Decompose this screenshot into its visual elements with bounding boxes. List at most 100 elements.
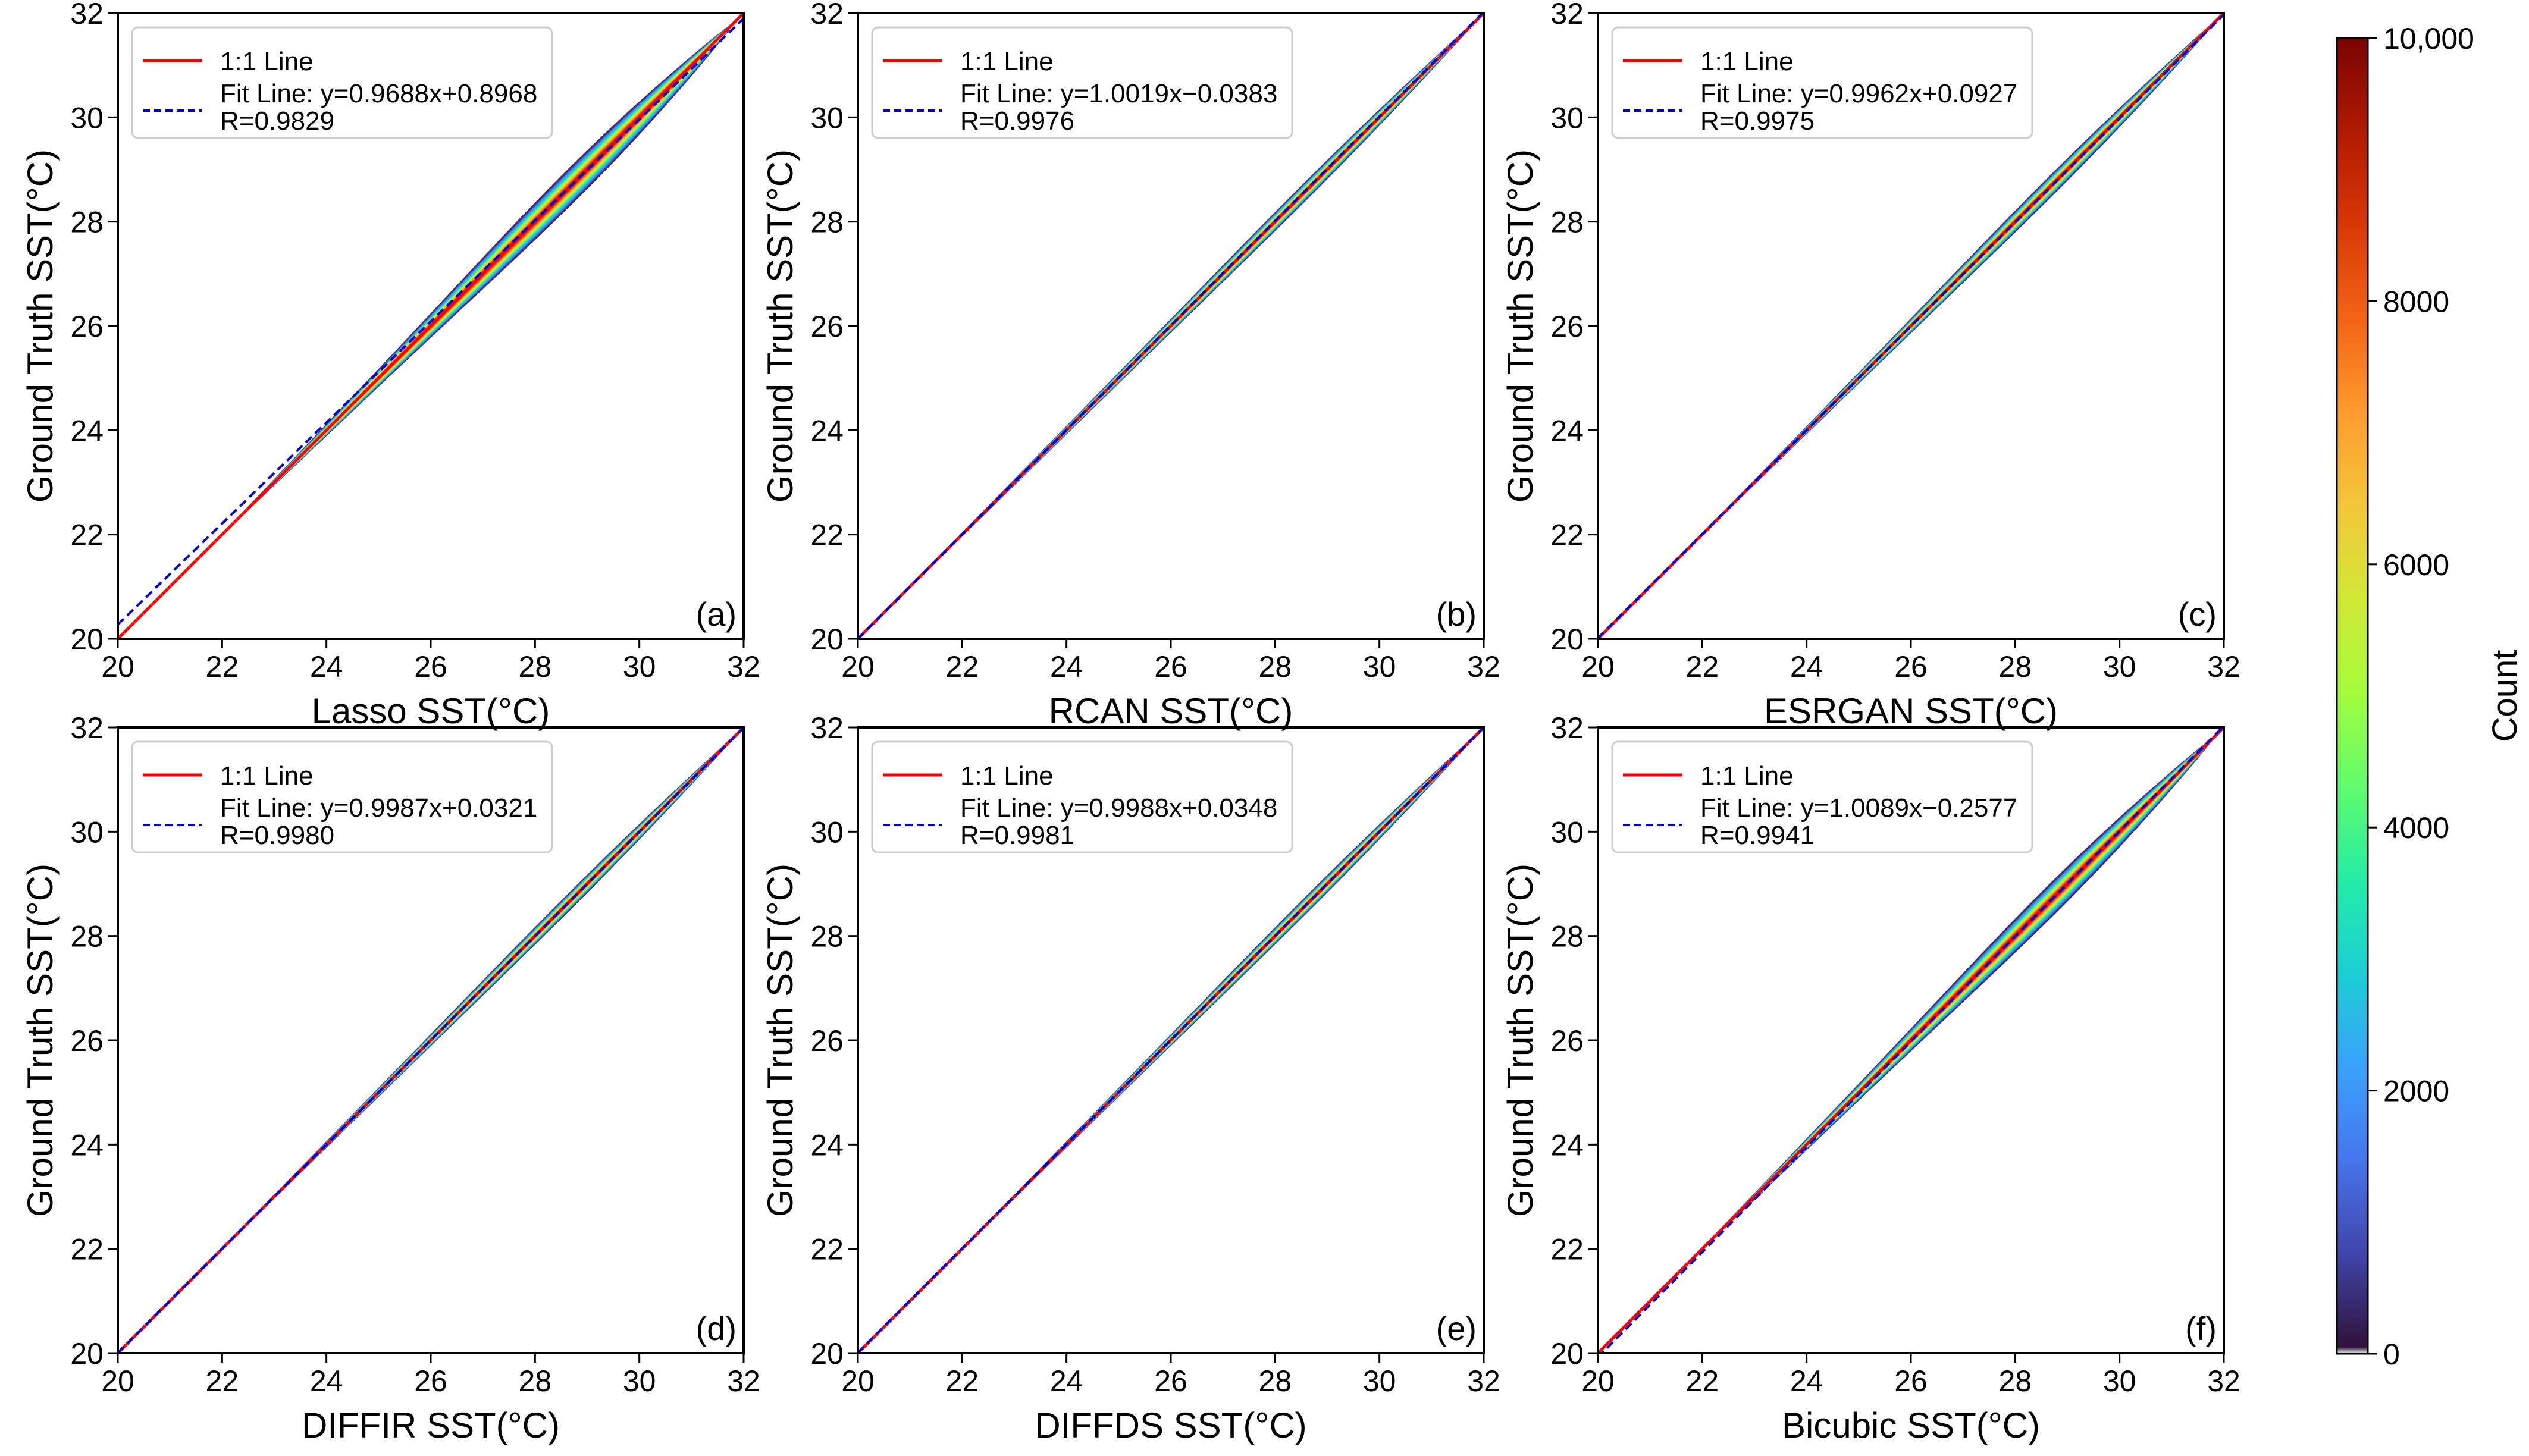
x-axis-label: DIFFDS SST(°C) (1035, 1405, 1306, 1445)
x-axis-label: DIFFIR SST(°C) (302, 1405, 560, 1445)
x-tick-label: 22 (946, 650, 979, 683)
y-axis-label: Ground Truth SST(°C) (760, 864, 800, 1217)
scatter-panel-6: 20 22 24 26 28 30 32 20 22 24 26 28 30 32 Bicubic SST(… (1500, 711, 2240, 1445)
legend: 1:1 Line Fit Line: y=1.0019x−0.0383R=0.99… (871, 26, 1293, 139)
y-tick-label: 32 (810, 0, 844, 30)
x-tick-label: 24 (1790, 650, 1823, 683)
x-tick-label: 26 (414, 1364, 447, 1398)
colorbar-tick-label: 8000 (2383, 285, 2449, 318)
x-tick-label: 20 (841, 650, 875, 683)
x-tick-label: 26 (1154, 1364, 1187, 1398)
legend: 1:1 Line Fit Line: y=0.9987x+0.0321R=0.99… (131, 740, 553, 853)
plot-area (1598, 727, 2224, 1353)
y-tick-label: 26 (70, 310, 104, 343)
legend-box (871, 740, 1293, 853)
scatter-panel-2: 20 22 24 26 28 30 32 20 22 24 26 28 30 32 RCAN SST(°C)… (760, 0, 1500, 731)
panel-tag: (f) (2185, 1310, 2217, 1347)
panel-tag: (a) (696, 595, 737, 633)
x-tick-label: 24 (310, 650, 343, 683)
x-tick-label: 32 (2207, 650, 2240, 683)
legend-1to1-label: 1:1 Line (1700, 47, 1794, 76)
fit-line (858, 727, 1484, 1353)
y-tick-label: 30 (810, 101, 844, 134)
fit-line (1598, 14, 2224, 639)
legend-fit-label: Fit Line: y=0.9688x+0.8968 (220, 79, 537, 108)
x-tick-label: 20 (1581, 650, 1615, 683)
y-tick-label: 24 (810, 414, 844, 447)
x-tick-label: 28 (1999, 650, 2032, 683)
x-tick-label: 20 (101, 650, 134, 683)
legend: 1:1 Line Fit Line: y=0.9988x+0.0348R=0.99… (871, 740, 1293, 853)
y-tick-label: 20 (810, 623, 844, 656)
x-tick-label: 30 (1363, 1364, 1396, 1398)
colorbar-tick-label: 4000 (2383, 811, 2449, 845)
x-tick-label: 22 (946, 1364, 979, 1398)
y-tick-label: 22 (1550, 519, 1584, 552)
fit-line (858, 13, 1484, 639)
x-tick-label: 22 (1686, 1364, 1719, 1398)
y-axis-label: Ground Truth SST(°C) (20, 864, 60, 1217)
y-tick-label: 28 (1550, 920, 1584, 953)
colorbar-tick-label: 0 (2383, 1338, 2400, 1371)
colorbar: 0 2000 4000 6000 8000 10,000 Count (2336, 22, 2524, 1371)
colorbar-tick-label: 10,000 (2383, 22, 2474, 55)
x-tick-label: 32 (1467, 1364, 1500, 1398)
y-tick-label: 22 (70, 519, 104, 552)
legend-1to1-label: 1:1 Line (220, 47, 314, 76)
x-tick-label: 32 (727, 1364, 760, 1398)
x-axis-label: Bicubic SST(°C) (1782, 1405, 2040, 1445)
x-tick-label: 26 (1894, 650, 1928, 683)
x-tick-label: 30 (623, 650, 656, 683)
y-tick-label: 26 (810, 1024, 844, 1058)
legend-r-label: R=0.9829 (220, 106, 334, 136)
legend-fit-label: Fit Line: y=0.9987x+0.0321 (220, 793, 537, 823)
x-tick-label: 20 (1581, 1364, 1615, 1398)
x-tick-label: 28 (1259, 1364, 1292, 1398)
y-tick-label: 22 (1550, 1233, 1584, 1266)
x-tick-label: 30 (1363, 650, 1396, 683)
panel-tag: (c) (2178, 595, 2217, 633)
y-tick-label: 20 (1550, 1337, 1584, 1370)
y-tick-label: 32 (810, 711, 844, 745)
legend: 1:1 Line Fit Line: y=1.0089x−0.2577R=0.99… (1611, 740, 2033, 853)
colorbar-gradient (2336, 37, 2369, 1355)
y-tick-label: 28 (70, 920, 104, 953)
legend-r-label: R=0.9980 (220, 821, 334, 850)
x-tick-label: 28 (1259, 650, 1292, 683)
x-tick-label: 26 (414, 650, 447, 683)
y-tick-label: 22 (810, 1233, 844, 1266)
panel-tag: (e) (1436, 1310, 1477, 1347)
y-tick-label: 24 (810, 1128, 844, 1162)
y-tick-label: 20 (70, 1337, 104, 1370)
y-tick-label: 24 (70, 1128, 104, 1162)
x-tick-label: 20 (101, 1364, 134, 1398)
legend-r-label: R=0.9976 (960, 106, 1074, 136)
y-tick-label: 26 (1550, 1024, 1584, 1058)
y-tick-label: 24 (70, 414, 104, 447)
y-tick-label: 20 (1550, 623, 1584, 656)
plot-area (118, 13, 744, 639)
y-tick-label: 28 (810, 206, 844, 239)
legend-r-label: R=0.9975 (1700, 106, 1815, 136)
x-tick-label: 24 (1050, 1364, 1083, 1398)
y-tick-label: 30 (70, 101, 104, 134)
legend: 1:1 Line Fit Line: y=0.9962x+0.0927R=0.99… (1611, 26, 2033, 139)
legend-1to1-label: 1:1 Line (960, 761, 1054, 790)
x-axis-label: RCAN SST(°C) (1049, 691, 1293, 731)
y-axis-label: Ground Truth SST(°C) (760, 149, 800, 503)
legend-fit-label: Fit Line: y=0.9988x+0.0348 (960, 793, 1277, 823)
legend-1to1-label: 1:1 Line (1700, 761, 1794, 790)
legend-box (1611, 26, 2033, 139)
legend-box (131, 26, 553, 139)
x-tick-label: 26 (1894, 1364, 1928, 1398)
y-tick-label: 32 (70, 711, 104, 745)
legend-box (131, 740, 553, 853)
y-tick-label: 30 (810, 815, 844, 849)
y-tick-label: 28 (70, 206, 104, 239)
x-tick-label: 22 (206, 650, 239, 683)
y-tick-label: 22 (70, 1233, 104, 1266)
y-tick-label: 24 (1550, 1128, 1584, 1162)
legend-box (871, 26, 1293, 139)
y-axis-label: Ground Truth SST(°C) (1500, 864, 1540, 1217)
x-axis-label: ESRGAN SST(°C) (1764, 691, 2058, 731)
